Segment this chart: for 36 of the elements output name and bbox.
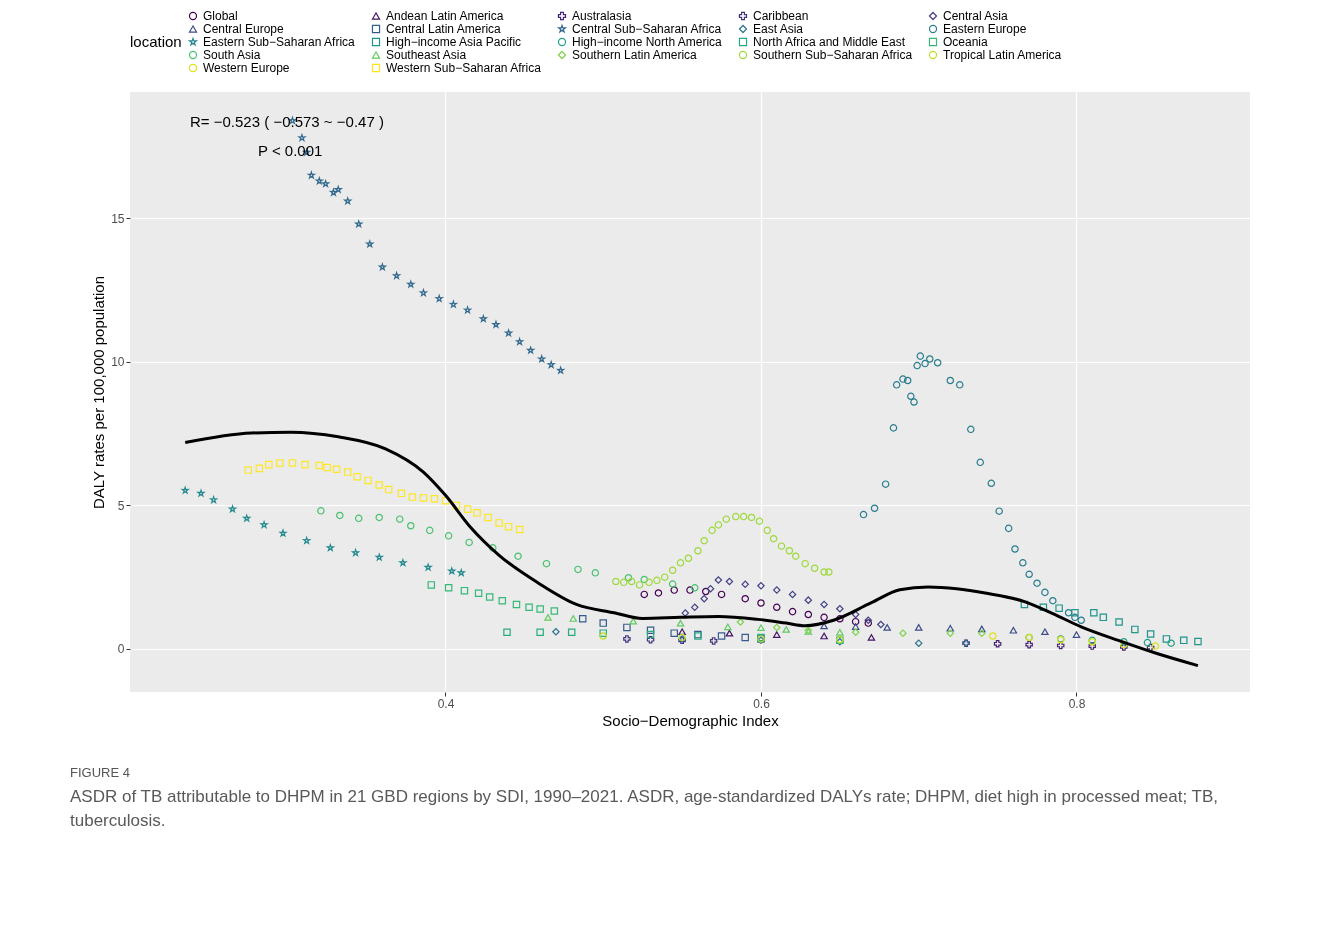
legend-label: High−income Asia Pacific <box>386 35 522 49</box>
legend-label: Southern Latin America <box>572 48 698 62</box>
text: ASDR of TB attributable to DHPM in 21 GBD regions by SDI, 1990–2021. ASDR, age-standardized DALYs rate; DHPM, diet high in processed meat; TB, tuberculosis. <box>70 787 1219 830</box>
y-axis-title: DALY rates per 100,000 population <box>90 276 108 509</box>
y-tick-label: 10 <box>111 355 125 370</box>
legend-label: Caribbean <box>753 9 809 23</box>
y-tick-label: 5 <box>117 498 125 513</box>
legend-label: Central Sub−Saharan Africa <box>572 22 722 36</box>
legend-label: Andean Latin America <box>386 9 504 23</box>
legend-label: North Africa and Middle East <box>753 35 906 49</box>
annotation: R= −0.523 ( −0.573 ~ −0.47 ) <box>190 113 384 130</box>
legend-label: East Asia <box>753 22 804 36</box>
y-tick-label: 15 <box>111 211 125 226</box>
legend-label: Central Europe <box>203 22 285 36</box>
x-tick-label: 0.6 <box>753 696 771 711</box>
legend-label: South Asia <box>203 48 261 62</box>
legend-title: location <box>130 33 182 50</box>
x-tick-label: 0.4 <box>437 696 455 711</box>
annotation: P < 0.001 <box>258 142 323 159</box>
legend-label: Tropical Latin America <box>943 48 1062 62</box>
legend-label: Western Europe <box>203 61 290 75</box>
legend-label: High−income North America <box>572 35 723 49</box>
legend-label: Central Latin America <box>386 22 502 36</box>
legend-label: Western Sub−Saharan Africa <box>386 61 542 75</box>
legend-label: Eastern Sub−Saharan Africa <box>203 35 356 49</box>
legend-label: Australasia <box>572 9 632 23</box>
legend-label: Global <box>203 9 238 23</box>
legend-label: Oceania <box>943 35 989 49</box>
y-tick-label: 0 <box>117 642 125 657</box>
x-tick-label: 0.8 <box>1068 696 1086 711</box>
legend-label: Southern Sub−Saharan Africa <box>753 48 913 62</box>
legend-label: Central Asia <box>943 9 1009 23</box>
legend-label: Eastern Europe <box>943 22 1027 36</box>
legend-label: Southeast Asia <box>386 48 467 62</box>
x-axis-title: Socio−Demographic Index <box>602 711 780 729</box>
caption: FIGURE 4 <box>70 765 130 780</box>
